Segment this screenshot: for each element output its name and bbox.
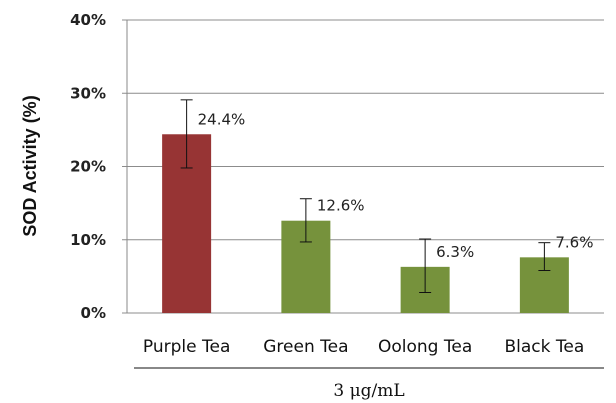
category-label: Oolong Tea [378,337,472,357]
error-bars [180,99,551,293]
y-tick-labels: 0% 10% 20% 30% 40% [70,11,106,322]
x-axis-title: 3 μg/mL [333,381,404,401]
data-label: 6.3% [436,243,474,261]
data-label: 7.6% [555,233,593,251]
data-labels: 24.4% 12.6% 6.3% 7.6% [198,110,594,261]
error-bar [419,238,432,293]
y-tick-label: 10% [70,231,106,249]
error-bar [538,242,551,272]
category-labels: Purple Tea Green Tea Oolong Tea Black Tea [143,337,584,357]
y-tick-label: 40% [70,11,106,29]
category-label: Green Tea [263,337,348,357]
category-label: Black Tea [504,337,584,357]
y-axis-title: SOD Activity (%) [20,95,40,236]
bars [162,134,569,313]
error-bar [299,198,312,243]
y-tick-label: 0% [81,304,106,322]
error-bar [180,99,193,169]
data-label: 24.4% [198,110,246,128]
y-tick-label: 20% [70,158,106,176]
y-tick-label: 30% [70,84,106,102]
data-label: 12.6% [317,197,365,215]
category-label: Purple Tea [143,337,230,357]
